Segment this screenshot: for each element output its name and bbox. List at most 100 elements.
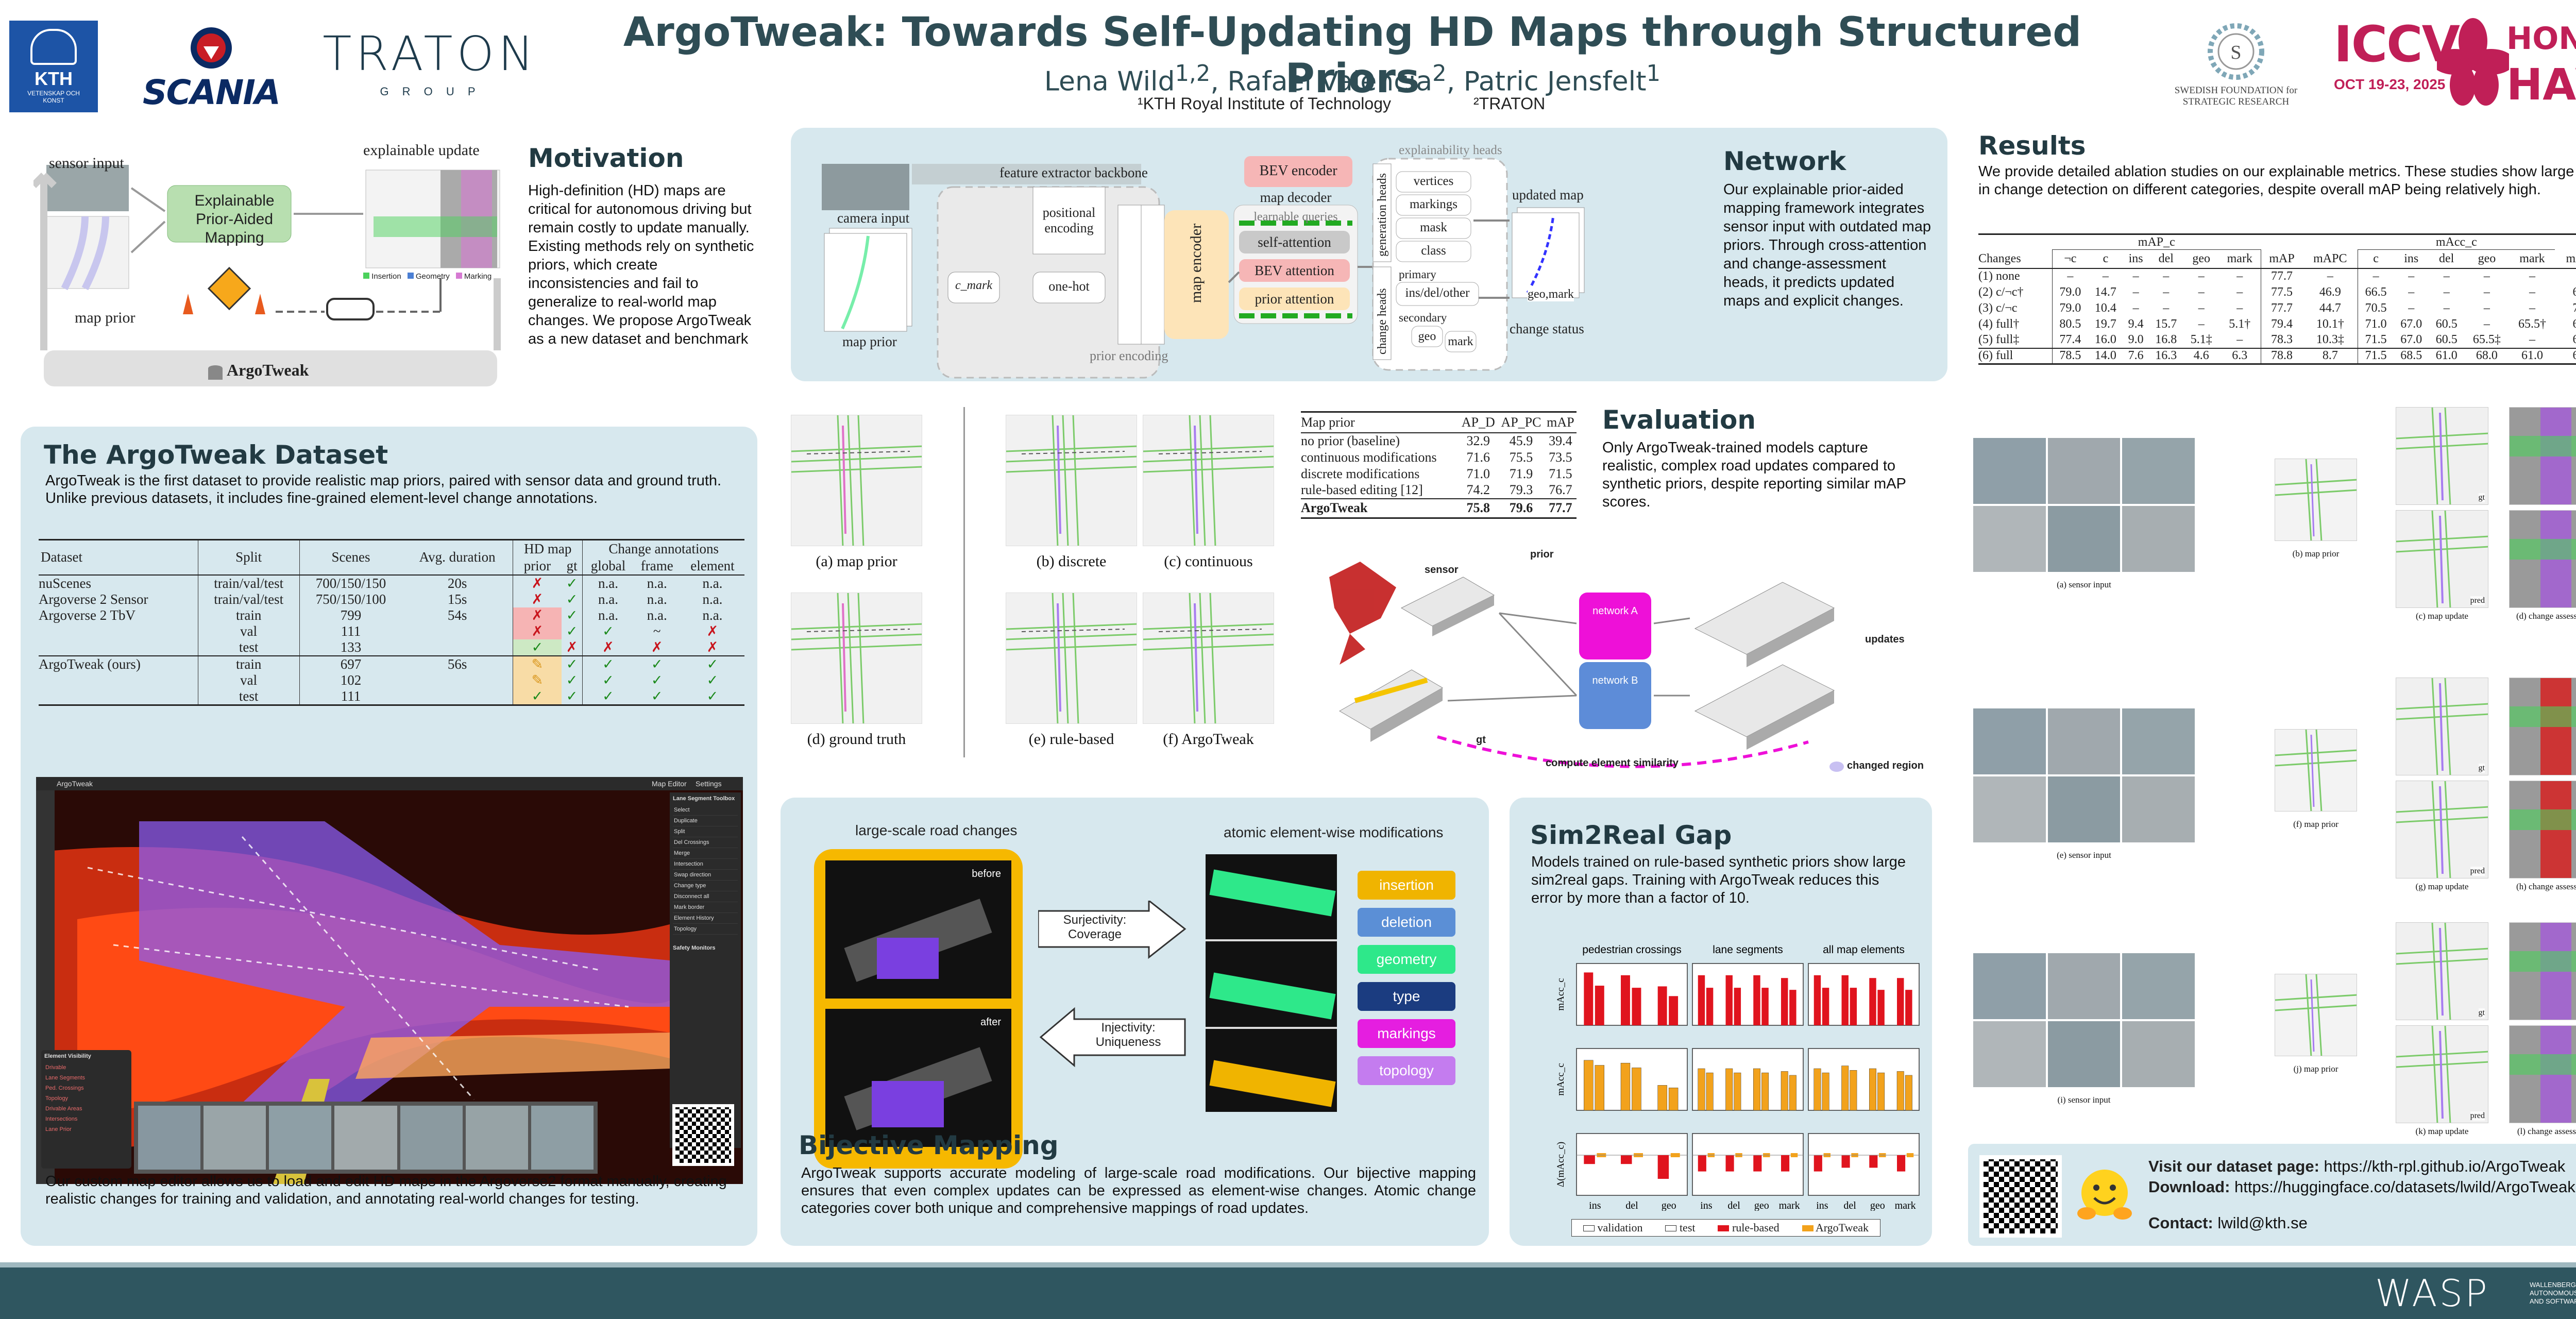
dataset-cell: ✓ bbox=[602, 623, 614, 639]
editor-tab-settings[interactable]: Settings bbox=[696, 780, 722, 788]
results-cell: – bbox=[2408, 285, 2415, 299]
dataset-cell bbox=[402, 639, 514, 656]
result-caption: (a) sensor input bbox=[2057, 580, 2111, 589]
comparison-caption: (b) discrete bbox=[1036, 553, 1107, 570]
motivation-title: Motivation bbox=[528, 143, 684, 173]
network-diagram bbox=[822, 156, 1585, 379]
results-cell: – bbox=[2132, 301, 2139, 315]
dataset-cell bbox=[402, 672, 514, 688]
bar-argotweak-test bbox=[1734, 1072, 1741, 1111]
bij-left-label: large-scale road changes bbox=[855, 822, 1018, 838]
x-tick-label: ins bbox=[1589, 1200, 1601, 1211]
results-cell: 5.1† bbox=[2218, 316, 2261, 332]
bij-atomic-images bbox=[1206, 854, 1337, 1112]
editor-visibility-item[interactable]: Drivable Areas bbox=[45, 1106, 82, 1112]
editor-qr-code[interactable] bbox=[672, 1104, 734, 1166]
editor-visibility-item[interactable]: Lane Prior bbox=[45, 1126, 72, 1132]
dataset-cell: test bbox=[198, 688, 300, 705]
editor-visibility-item[interactable]: Ped. Crossings bbox=[45, 1085, 84, 1091]
results-cell: 67.0 bbox=[2400, 333, 2422, 346]
editor-tool-item[interactable]: Swap direction bbox=[673, 870, 738, 881]
result-label: pred bbox=[2470, 867, 2485, 876]
dataset-cell: 799 bbox=[340, 607, 362, 623]
results-cell: 16.8 bbox=[2155, 333, 2177, 346]
bottom-bar: WASP WALLENBERG AI, AUTONOMOUS SYSTEMS A… bbox=[0, 1262, 2576, 1319]
result-change-assessment: gt bbox=[2509, 407, 2576, 505]
results-cell: 16.0 bbox=[2094, 333, 2116, 346]
editor-tool-item[interactable]: Select bbox=[673, 805, 738, 816]
editor-visibility-item[interactable]: Lane Segments bbox=[45, 1075, 86, 1081]
result-change-assessment: pred bbox=[2509, 781, 2576, 878]
motivation-text: High-definition (HD) maps are critical f… bbox=[528, 182, 754, 347]
x-tick-label: del bbox=[1843, 1200, 1856, 1211]
editor-tool-item[interactable]: Element History bbox=[673, 913, 738, 924]
eval-changed-label: changed region bbox=[1847, 760, 1924, 771]
editor-tool-item[interactable]: Disconnect all bbox=[673, 891, 738, 902]
download-link[interactable]: https://huggingface.co/datasets/lwild/Ar… bbox=[2234, 1178, 2575, 1196]
editor-tool-item[interactable]: Intersection bbox=[673, 859, 738, 870]
dataset-cell: ✎ bbox=[513, 672, 562, 688]
results-cell: 60.5 bbox=[2435, 333, 2458, 346]
net-updated-map: updated map bbox=[1512, 187, 1584, 202]
bar-delta-rule bbox=[1657, 1155, 1669, 1179]
editor-tool-item[interactable]: Topology bbox=[673, 924, 738, 935]
net-sec-mark: mark bbox=[1448, 335, 1473, 348]
comparison-caption: (d) ground truth bbox=[807, 731, 906, 748]
results-cell: 10.3‡ bbox=[2302, 332, 2359, 348]
results-cell: – bbox=[2163, 269, 2170, 283]
result-label: gt bbox=[2478, 493, 2485, 502]
dataset-cell: ✗ bbox=[706, 623, 719, 639]
editor-tool-item[interactable]: Merge bbox=[673, 848, 738, 859]
results-cell: 79.4 bbox=[2271, 317, 2293, 331]
results-cell: (3) c/¬c bbox=[1978, 300, 2053, 316]
dataset-cell: test bbox=[198, 639, 300, 656]
results-cell: (2) c/¬c† bbox=[1978, 284, 2053, 300]
bar-rule-based bbox=[1584, 972, 1594, 1025]
bar-rule-based bbox=[1621, 975, 1630, 1025]
results-cell: 9.0 bbox=[2128, 333, 2144, 346]
links-panel: Visit our dataset page: https://kth-rpl.… bbox=[1968, 1144, 2576, 1246]
dataset-cell: ✓ bbox=[561, 591, 583, 607]
dataset-page-link[interactable]: https://kth-rpl.github.io/ArgoTweak bbox=[2324, 1157, 2566, 1175]
dataset-cell: n.a. bbox=[647, 575, 667, 591]
dataset-table-row: Argoverse 2 Sensor train/val/test 750/150/… bbox=[39, 591, 744, 607]
fig-map-prior-label: map prior bbox=[75, 309, 135, 326]
eval-row-final: ArgoTweak 75.8 79.6 77.7 bbox=[1301, 498, 1577, 518]
dataset-cell: ✗ bbox=[531, 575, 544, 591]
results-cell: – bbox=[2483, 269, 2490, 283]
editor-tab-map[interactable]: Map Editor bbox=[652, 780, 687, 788]
eval-row: rule-based editing [12] 74.2 79.3 76.7 bbox=[1301, 482, 1577, 499]
contact-email[interactable]: lwild@kth.se bbox=[2217, 1214, 2308, 1232]
eval-cell: 75.8 bbox=[1466, 500, 1490, 516]
editor-tool-item[interactable]: Split bbox=[673, 826, 738, 837]
chart-title: pedestrian crossings bbox=[1582, 944, 1682, 956]
bijective-panel: large-scale road changes atomic element-… bbox=[781, 798, 1489, 1246]
dataset-cell: ✓ bbox=[602, 656, 614, 672]
editor-tool-item[interactable]: Del Crossings bbox=[673, 837, 738, 848]
results-cell: 77.4 bbox=[2059, 333, 2081, 346]
bar-delta-argotweak bbox=[1906, 1153, 1914, 1157]
editor-tool-item[interactable]: Duplicate bbox=[673, 816, 738, 826]
change-tag-insertion: insertion bbox=[1358, 871, 1455, 900]
bij-right-label: atomic element-wise modifications bbox=[1224, 824, 1444, 840]
footer-qr-code[interactable] bbox=[1979, 1155, 2062, 1238]
change-tag-deletion: deletion bbox=[1358, 908, 1455, 937]
editor-tool-item[interactable]: Change type bbox=[673, 881, 738, 891]
dataset-cell: ✎ bbox=[513, 655, 562, 672]
eval-cell: 76.7 bbox=[1549, 482, 1572, 497]
editor-visibility-item[interactable]: Topology bbox=[45, 1095, 69, 1102]
results-cell: – bbox=[2198, 269, 2205, 283]
bar-rule-based-test bbox=[1789, 990, 1797, 1025]
editor-visibility-item[interactable]: Intersections bbox=[45, 1116, 78, 1122]
results-cell: 80.5 bbox=[2059, 317, 2081, 331]
results-header-cell: ins bbox=[2128, 251, 2143, 265]
editor-toolbox: Lane Segment Toolbox Select Duplicate Spli… bbox=[670, 792, 741, 1148]
results-cell: 77.7 bbox=[2271, 269, 2293, 283]
wasp-logo: WASP bbox=[2375, 1272, 2489, 1315]
results-cell: – bbox=[2132, 285, 2139, 299]
results-cell: (4) full† bbox=[1978, 316, 2053, 332]
evaluation-table: Map prior AP_D AP_PC mAP no prior (baseline… bbox=[1301, 411, 1577, 519]
editor-tool-item[interactable]: Mark border bbox=[673, 902, 738, 913]
dataset-cell: 20s bbox=[402, 574, 514, 591]
editor-visibility-item[interactable]: Drivable bbox=[45, 1064, 66, 1071]
